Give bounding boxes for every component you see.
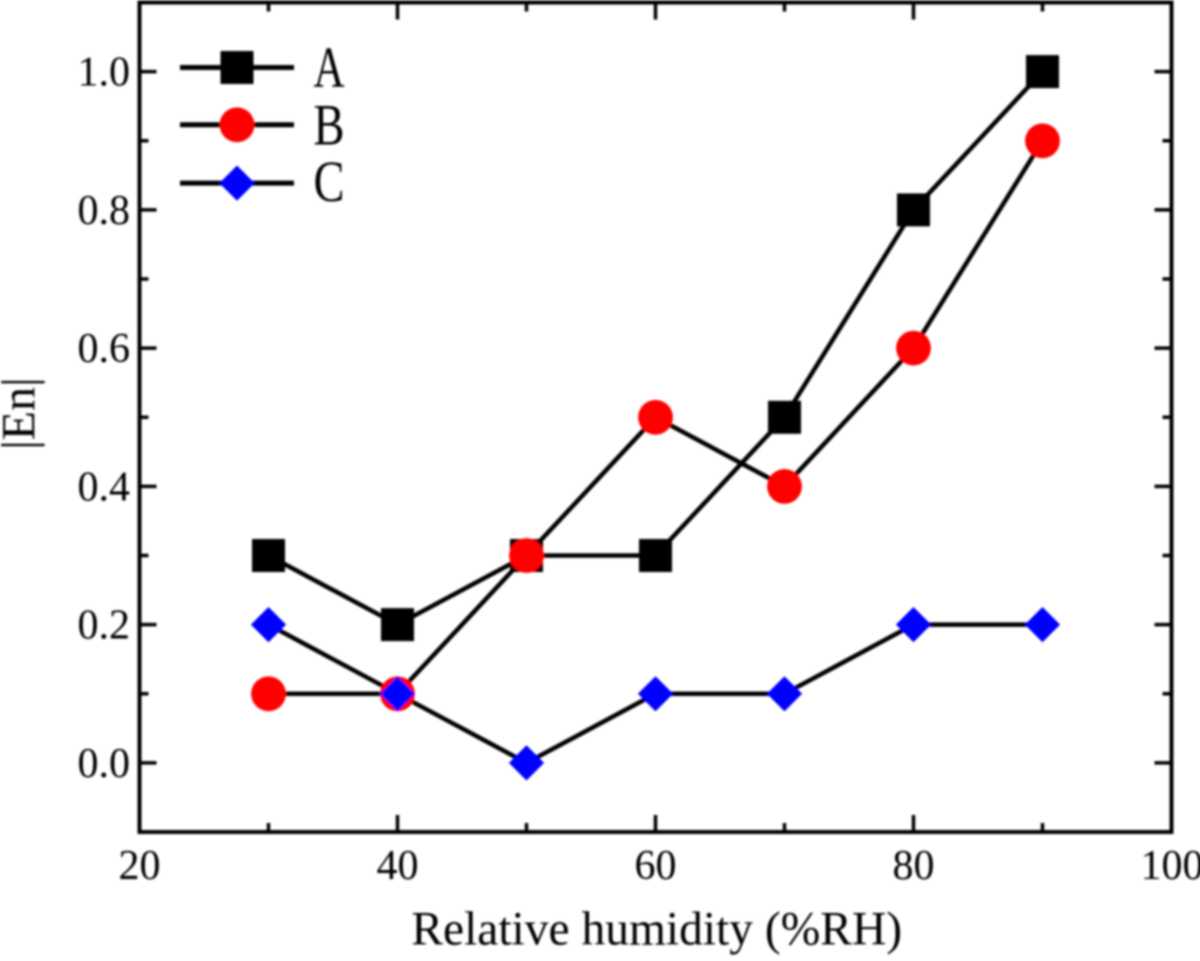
svg-text:80: 80 [893,843,935,889]
svg-text:20: 20 [119,843,161,889]
svg-text:0.2: 0.2 [78,603,131,649]
svg-text:100: 100 [1141,843,1200,889]
svg-text:0.0: 0.0 [78,741,131,787]
svg-text:B: B [314,93,345,158]
svg-text:60: 60 [635,843,677,889]
svg-text:0.6: 0.6 [78,326,131,372]
svg-text:0.4: 0.4 [78,464,131,510]
svg-text:|En|: |En| [0,377,46,450]
svg-text:0.8: 0.8 [78,188,131,234]
svg-text:40: 40 [377,843,419,889]
svg-text:A: A [314,35,345,100]
svg-text:C: C [314,149,345,214]
svg-text:Relative humidity (%RH): Relative humidity (%RH) [411,904,902,956]
svg-text:1.0: 1.0 [78,50,131,96]
